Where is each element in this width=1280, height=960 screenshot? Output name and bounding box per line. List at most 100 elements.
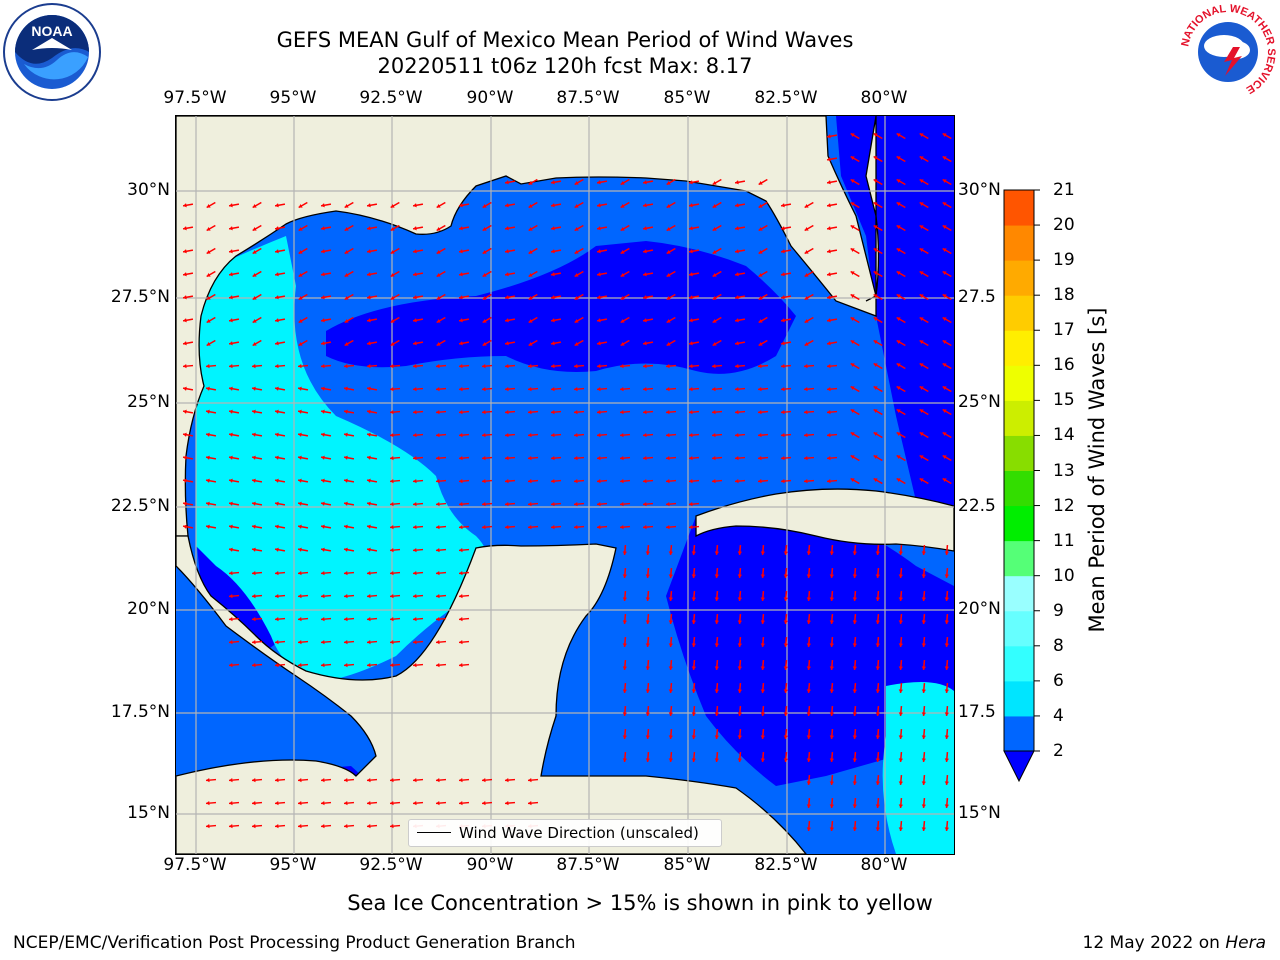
wind-wave-arrowhead [712, 318, 717, 323]
wind-wave-arrowhead [459, 433, 463, 438]
wind-wave-arrowhead [344, 501, 348, 506]
wind-wave-arrowhead [804, 203, 809, 208]
wind-wave-arrowhead [875, 735, 880, 739]
wind-wave-arrowhead [691, 574, 696, 578]
wind-wave-arrowhead [183, 318, 187, 323]
wind-wave-arrowhead [229, 594, 233, 599]
wind-wave-arrowhead [714, 758, 719, 762]
wind-wave-arrowhead [252, 364, 256, 369]
wind-wave-arrowhead [850, 478, 855, 483]
wind-wave-arrowhead [413, 479, 417, 484]
wind-wave-arrowhead [827, 272, 831, 277]
wind-wave-arrowhead [344, 295, 349, 300]
wind-wave-arrowhead [896, 478, 901, 483]
wind-wave-arrowhead [321, 364, 325, 369]
wind-wave-arrowhead [229, 249, 233, 254]
wind-wave-arrowhead [528, 295, 533, 300]
wind-wave-arrowhead [344, 547, 348, 552]
wind-wave-arrowhead [944, 827, 949, 831]
wind-wave-arrowhead [737, 551, 742, 555]
wind-wave-arrowhead [505, 295, 509, 300]
wind-wave-arrowhead [206, 409, 210, 414]
wind-wave-arrowhead [666, 525, 670, 530]
lon-label-top: 92.5°W [359, 88, 423, 108]
wind-wave-arrowhead [436, 318, 441, 323]
wind-wave-arrowhead [873, 133, 878, 138]
wind-wave-arrowhead [183, 409, 187, 414]
wind-wave-arrowhead [942, 317, 947, 322]
wind-wave-arrowhead [597, 295, 601, 300]
wind-wave-arrowhead [367, 801, 371, 806]
colorbar-segment [1004, 260, 1034, 296]
wind-wave-arrowhead [643, 203, 647, 208]
wind-wave-arrowhead [206, 824, 210, 829]
wind-wave-arrowhead [229, 341, 233, 346]
wind-wave-arrowhead [459, 295, 463, 300]
wind-wave-arrowhead [666, 226, 671, 231]
wind-wave-arrowhead [459, 341, 463, 346]
wind-wave-arrowhead [921, 735, 926, 739]
wind-wave-arrowhead [714, 574, 719, 578]
wind-wave-arrowhead [574, 433, 578, 438]
wind-wave-arrowhead [275, 501, 279, 506]
wind-wave-arrowhead [275, 617, 279, 622]
wind-wave-arrowhead [827, 387, 831, 392]
wind-wave-arrowhead [645, 712, 650, 716]
colorbar-tick-label: 13 [1053, 460, 1075, 481]
wind-wave-arrowhead [528, 479, 532, 484]
wind-wave-arrowhead [597, 525, 601, 530]
wind-wave-arrowhead [666, 203, 671, 208]
wind-wave-arrowhead [367, 663, 371, 668]
wind-wave-arrowhead [668, 735, 673, 739]
wind-wave-arrowhead [827, 157, 831, 162]
wind-wave-direction-arrows [182, 132, 952, 832]
wind-wave-arrowhead [252, 295, 257, 300]
lon-label-top: 95°W [269, 88, 317, 108]
wind-wave-arrowhead [298, 663, 302, 668]
wind-wave-arrowhead [321, 778, 325, 783]
lat-label-right: 30°N [958, 180, 1001, 200]
wind-wave-arrowhead [252, 640, 256, 645]
wind-wave-arrowhead [436, 387, 440, 392]
wind-wave-arrowhead [781, 433, 785, 438]
wind-wave-arrowhead [275, 409, 279, 414]
wind-wave-arrowhead [275, 364, 279, 369]
wind-wave-arrowhead [436, 203, 441, 208]
wind-wave-arrowhead [321, 386, 325, 391]
wind-wave-arrowhead [944, 712, 949, 716]
wind-wave-arrowhead [390, 318, 395, 323]
wind-wave-arrowhead [783, 620, 788, 624]
wind-wave-arrowhead [505, 249, 509, 254]
wind-wave-arrowhead [758, 364, 762, 369]
wind-wave-arrowhead [367, 272, 371, 277]
wind-wave-arrowhead [229, 663, 233, 668]
wind-wave-arrowhead [574, 226, 579, 231]
wind-wave-arrowhead [413, 617, 417, 622]
wind-wave-arrowhead [896, 340, 901, 345]
wind-wave-arrowhead [390, 548, 394, 553]
wind-wave-arrowhead [919, 202, 924, 207]
wind-wave-arrowhead [206, 524, 210, 529]
wind-wave-arrowhead [574, 456, 578, 461]
wind-wave-arrowhead [482, 364, 486, 369]
wind-wave-arrowhead [321, 318, 325, 323]
wind-wave-arrowhead [482, 433, 486, 438]
wind-wave-arrowhead [252, 432, 256, 437]
wind-wave-arrowhead [344, 203, 349, 208]
wind-wave-arrowhead [712, 272, 717, 277]
wind-wave-arrowhead [229, 364, 233, 369]
wind-wave-arrowhead [689, 180, 693, 185]
wind-wave-arrowhead [620, 249, 625, 254]
wind-wave-arrowhead [298, 295, 303, 300]
wind-wave-arrowhead [735, 272, 739, 277]
wind-wave-arrowhead [390, 410, 394, 415]
wind-wave-arrowhead [896, 156, 901, 161]
wind-wave-arrowhead [758, 456, 762, 461]
wind-wave-arrowhead [574, 364, 578, 369]
wind-wave-arrowhead [804, 226, 809, 231]
wind-wave-arrowhead [783, 551, 788, 555]
wind-wave-arrowhead [689, 525, 693, 530]
wind-wave-arrowhead [344, 778, 348, 783]
wind-wave-arrowhead [390, 341, 395, 346]
wind-wave-arrowhead [413, 502, 417, 507]
